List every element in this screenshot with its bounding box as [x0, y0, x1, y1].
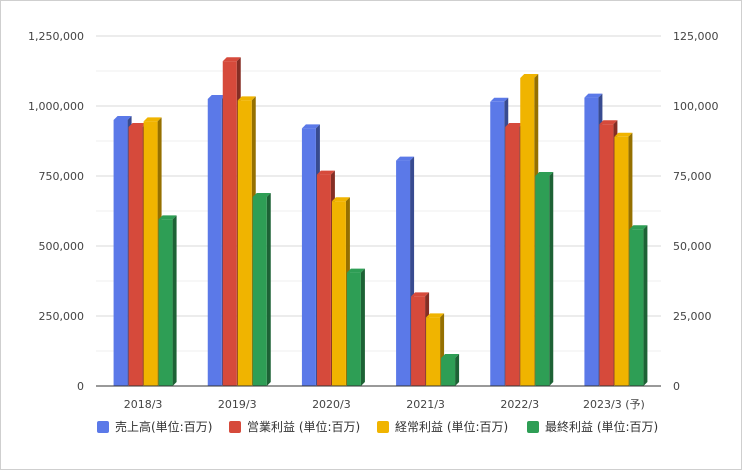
bar-top	[143, 117, 162, 122]
legend-label: 最終利益 (単位:百万)	[545, 419, 658, 434]
legend-swatch	[97, 421, 109, 433]
bar-top	[316, 170, 335, 175]
bar-top	[158, 215, 177, 220]
right-tick-label: 0	[673, 380, 680, 393]
category-label: 2023/3 (予)	[583, 398, 645, 411]
legend-swatch	[527, 421, 539, 433]
bar-front	[441, 358, 456, 386]
bar-top	[411, 292, 430, 297]
legend-swatch	[377, 421, 389, 433]
bar-front	[207, 99, 222, 386]
category-label: 2021/3	[406, 398, 445, 411]
bar-top	[599, 120, 618, 125]
bar	[441, 354, 460, 386]
left-axis-ticks: 0 250,000 500,000 750,000 1,000,000 1,250,000	[28, 30, 84, 393]
bar	[629, 225, 648, 386]
bar-top	[252, 193, 271, 197]
bar-top	[346, 268, 365, 273]
bar	[535, 172, 554, 386]
bar-front	[301, 128, 316, 386]
left-tick-label: 0	[77, 380, 84, 393]
bar-front	[411, 296, 426, 386]
bar-top	[441, 354, 460, 358]
bar-top	[505, 123, 524, 127]
category-label: 2022/3	[500, 398, 539, 411]
bar-front	[128, 127, 143, 386]
bar-side	[455, 354, 460, 386]
bar-front	[222, 61, 237, 386]
bar-front	[252, 197, 267, 386]
right-tick-label: 50,000	[673, 240, 712, 253]
bar-front	[396, 160, 411, 386]
bar-front	[520, 78, 535, 386]
bar-side	[360, 268, 365, 386]
bar-side	[266, 193, 271, 386]
bar-top	[396, 156, 415, 161]
right-tick-label: 125,000	[673, 30, 719, 43]
legend-item: 営業利益 (単位:百万)	[229, 419, 360, 434]
bar-side	[172, 215, 177, 386]
bar-top	[113, 116, 132, 120]
bar-front	[614, 136, 629, 386]
bar-front	[143, 121, 158, 387]
category-labels: 2018/3 2019/3 2020/3 2021/3 2022/3 2023/3 (予)	[124, 398, 645, 411]
left-tick-label: 1,250,000	[28, 30, 84, 43]
legend-label: 経常利益 (単位:百万)	[395, 419, 508, 434]
legend-swatch	[229, 421, 241, 433]
bar	[346, 268, 365, 386]
bar	[158, 215, 177, 386]
legend: 売上高(単位:百万) 営業利益 (単位:百万) 経常利益 (単位:百万) 最終利益 (…	[97, 419, 658, 434]
legend-item: 経常利益 (単位:百万)	[377, 419, 508, 434]
bar-side	[549, 172, 554, 386]
bar-top	[614, 132, 633, 137]
bar-top	[237, 96, 256, 101]
left-tick-label: 250,000	[39, 310, 85, 323]
bar-front	[599, 124, 614, 386]
legend-item: 最終利益 (単位:百万)	[527, 419, 658, 434]
bar-front	[490, 101, 505, 387]
left-tick-label: 750,000	[39, 170, 85, 183]
bars	[113, 57, 648, 387]
category-label: 2020/3	[312, 398, 351, 411]
bar-top	[426, 313, 445, 318]
right-axis-ticks: 0 25,000 50,000 75,000 100,000 125,000	[673, 30, 719, 393]
bar-front	[346, 272, 361, 386]
left-tick-label: 1,000,000	[28, 100, 84, 113]
bar-front	[505, 127, 520, 386]
bar-top	[222, 57, 241, 62]
bar-top	[490, 97, 509, 102]
gridlines	[96, 35, 661, 352]
legend-label: 売上高(単位:百万)	[115, 419, 212, 434]
bar-top	[207, 95, 226, 99]
category-label: 2019/3	[218, 398, 257, 411]
bar-top	[301, 124, 320, 129]
bar-front	[426, 317, 441, 386]
legend-label: 営業利益 (単位:百万)	[247, 419, 360, 434]
bar-top	[584, 93, 603, 98]
right-tick-label: 75,000	[673, 170, 712, 183]
bar-front	[629, 229, 644, 386]
right-tick-label: 25,000	[673, 310, 712, 323]
bar-top	[331, 197, 350, 202]
bar-front	[584, 97, 599, 386]
bar-top	[629, 225, 648, 230]
category-label: 2018/3	[124, 398, 163, 411]
bar-front	[331, 201, 346, 386]
bar-front	[535, 176, 550, 386]
bar-side	[643, 225, 648, 386]
bar	[252, 193, 271, 386]
bar-top	[128, 123, 147, 127]
legend-item: 売上高(単位:百万)	[97, 419, 212, 434]
bar-top	[535, 172, 554, 176]
bar-front	[113, 120, 128, 386]
left-tick-label: 500,000	[39, 240, 85, 253]
bar-front	[158, 219, 173, 386]
bar-top	[520, 74, 539, 78]
bar-front	[316, 174, 331, 386]
bar-front	[237, 100, 252, 387]
right-tick-label: 100,000	[673, 100, 719, 113]
